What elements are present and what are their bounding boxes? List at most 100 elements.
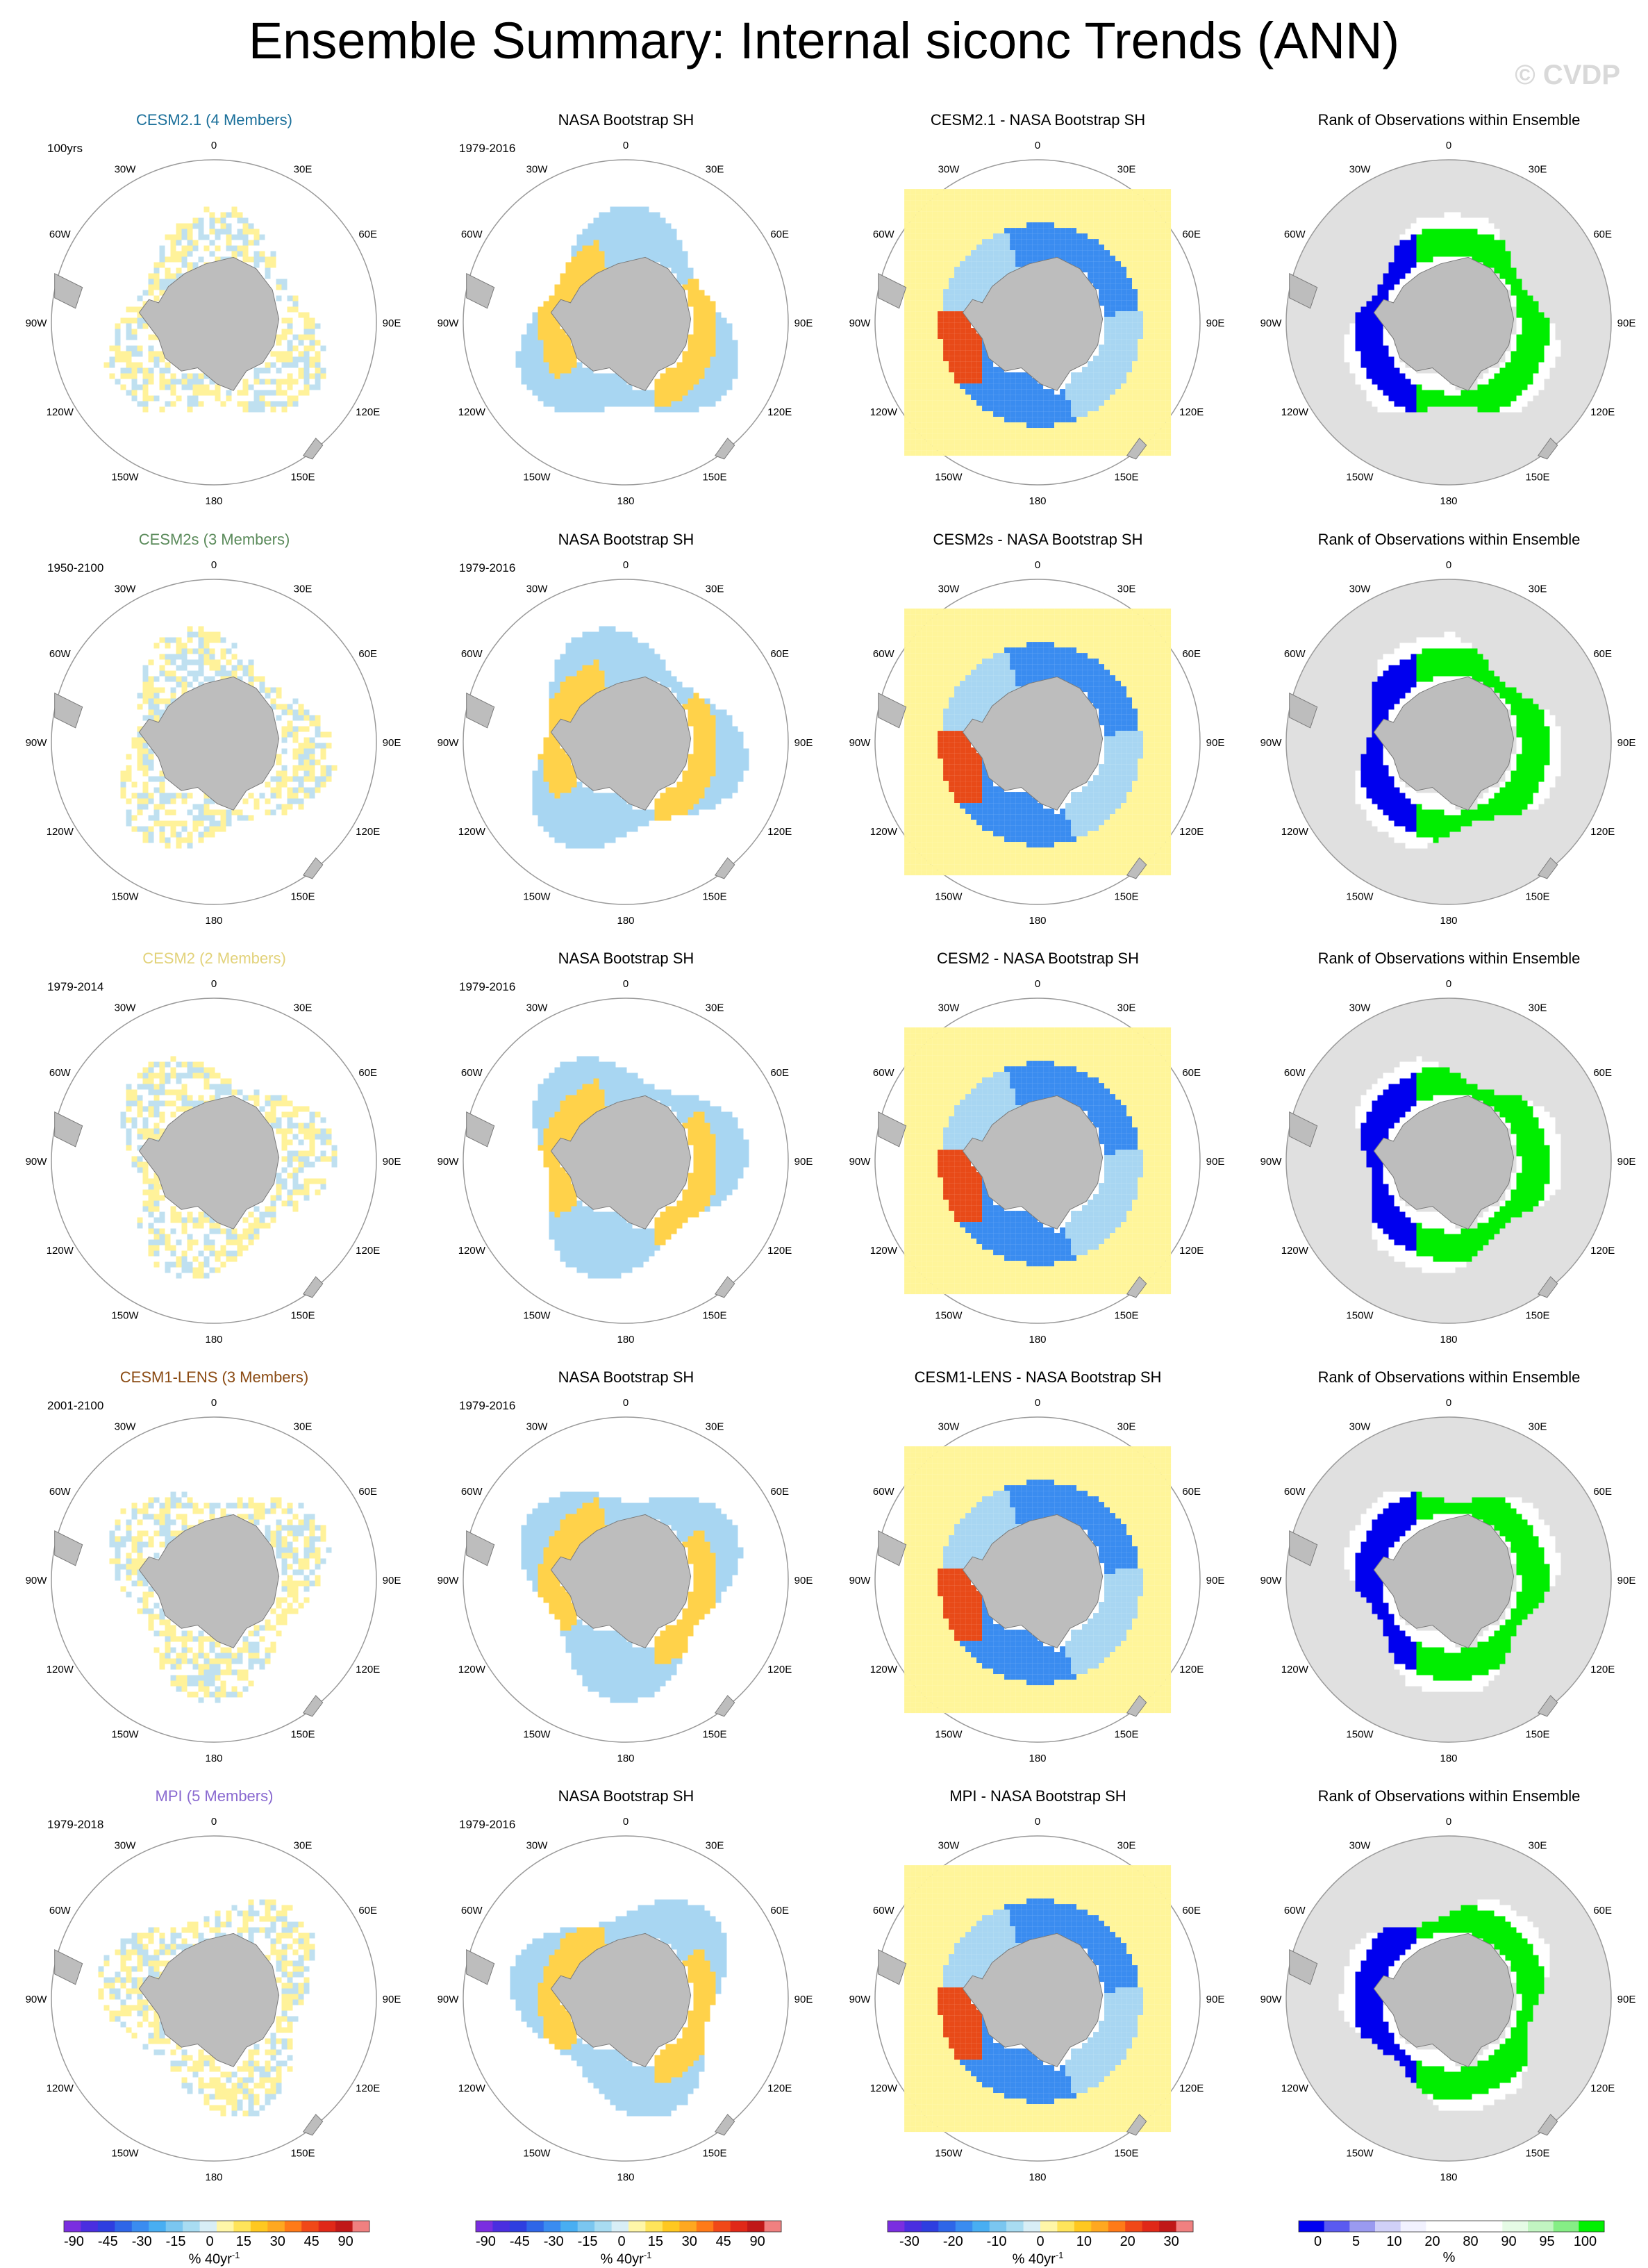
grid-cell: [743, 754, 749, 760]
grid-cell: [1082, 200, 1088, 206]
grid-cell: [209, 665, 215, 671]
grid-cell: [915, 372, 922, 379]
grid-cell: [565, 340, 572, 346]
grid-cell: [682, 256, 688, 263]
grid-cell: [726, 329, 733, 335]
grid-cell: [576, 831, 583, 838]
grid-cell: [971, 345, 977, 351]
grid-cell: [1143, 417, 1149, 423]
grid-cell: [688, 401, 694, 407]
grid-cell: [1132, 361, 1138, 367]
grid-cell: [1038, 217, 1044, 223]
grid-cell: [582, 793, 588, 799]
grid-cell: [1433, 373, 1439, 379]
grid-cell: [649, 665, 655, 671]
grid-cell: [1015, 428, 1022, 434]
grid-cell: [1038, 200, 1044, 206]
grid-cell: [660, 395, 666, 402]
grid-cell: [1449, 256, 1456, 263]
grid-cell: [270, 262, 276, 268]
grid-cell: [904, 245, 910, 251]
grid-cell: [538, 362, 544, 368]
grid-cell: [926, 406, 933, 412]
grid-cell: [576, 687, 583, 693]
grid-cell: [1082, 233, 1088, 240]
grid-cell: [142, 390, 149, 396]
grid-cell: [588, 223, 594, 229]
grid-cell: [1032, 222, 1038, 229]
grid-cell: [120, 787, 126, 793]
grid-cell: [554, 356, 560, 363]
grid-cell: [276, 279, 282, 285]
longitude-label: 30E: [294, 583, 313, 595]
grid-cell: [276, 759, 282, 765]
grid-cell: [1099, 625, 1105, 631]
grid-cell: [1405, 245, 1411, 251]
grid-cell: [943, 383, 949, 390]
grid-cell: [1004, 217, 1010, 223]
grid-cell: [1494, 229, 1500, 235]
grid-cell: [315, 367, 321, 374]
grid-cell: [904, 378, 910, 384]
grid-cell: [643, 395, 649, 402]
grid-cell: [1104, 450, 1110, 456]
grid-cell: [1043, 206, 1049, 212]
grid-cell: [298, 754, 304, 760]
grid-cell: [259, 367, 265, 374]
grid-cell: [665, 815, 672, 821]
grid-cell: [165, 256, 171, 263]
grid-cell: [976, 395, 983, 401]
grid-cell: [1126, 272, 1133, 279]
grid-cell: [1093, 625, 1099, 631]
grid-cell: [904, 222, 910, 229]
grid-cell: [960, 239, 966, 245]
grid-cell: [654, 401, 660, 407]
grid-cell: [699, 743, 705, 749]
grid-cell: [1132, 339, 1138, 345]
grid-cell: [309, 356, 315, 363]
grid-cell: [1165, 389, 1172, 395]
longitude-label: 180: [617, 915, 634, 927]
grid-cell: [1466, 251, 1472, 257]
grid-cell: [276, 340, 282, 346]
grid-cell: [1165, 378, 1172, 384]
grid-cell: [949, 428, 955, 434]
grid-cell: [1349, 334, 1356, 340]
grid-cell: [1510, 279, 1517, 285]
grid-cell: [1143, 345, 1149, 351]
grid-cell: [159, 670, 165, 677]
grid-cell: [615, 654, 622, 660]
grid-cell: [621, 676, 627, 682]
grid-cell: [1160, 620, 1166, 626]
grid-cell: [999, 194, 1005, 201]
grid-cell: [1088, 261, 1094, 267]
grid-cell: [1372, 340, 1378, 346]
grid-cell: [554, 793, 560, 799]
grid-cell: [153, 709, 160, 715]
grid-cell: [571, 804, 577, 810]
grid-cell: [1410, 384, 1417, 390]
grid-cell: [170, 687, 176, 693]
grid-cell: [1160, 356, 1166, 362]
grid-cell: [915, 222, 922, 229]
grid-cell: [1093, 428, 1099, 434]
grid-cell: [309, 776, 315, 782]
grid-cell: [276, 356, 282, 363]
grid-cell: [610, 793, 616, 799]
longitude-label: 60E: [358, 229, 377, 240]
grid-cell: [1032, 625, 1038, 631]
grid-cell: [910, 389, 916, 395]
grid-cell: [943, 250, 949, 256]
grid-cell: [1149, 256, 1155, 262]
grid-cell: [192, 659, 199, 665]
grid-cell: [1126, 189, 1133, 195]
grid-cell: [1499, 267, 1506, 274]
grid-cell: [170, 379, 176, 385]
grid-cell: [1126, 311, 1133, 317]
grid-cell: [621, 212, 627, 218]
grid-cell: [571, 793, 577, 799]
grid-cell: [292, 345, 299, 351]
grid-cell: [215, 665, 221, 671]
grid-cell: [621, 815, 627, 821]
grid-cell: [1126, 625, 1133, 631]
